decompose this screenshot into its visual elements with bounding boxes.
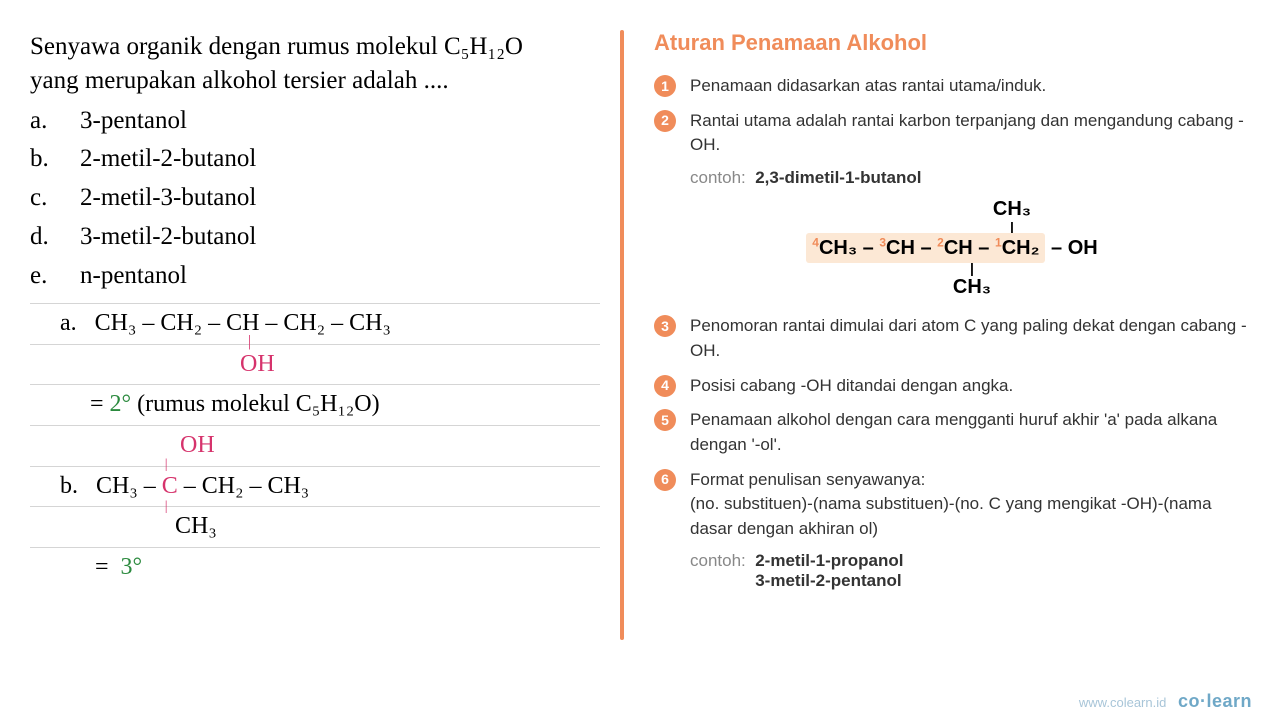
option-b: b.2-metil-2-butanol bbox=[30, 140, 600, 179]
question-text: Senyawa organik dengan rumus molekul C₅H… bbox=[30, 30, 600, 98]
answer-options: a.3-pentanol b.2-metil-2-butanol c.2-met… bbox=[30, 102, 600, 296]
work-a-chain: a. CH₃ – CH₂ – CH – CH₂ – CH₃ bbox=[30, 304, 600, 345]
bullet-4: 4 bbox=[654, 375, 676, 397]
footer: www.colearn.id co·learn bbox=[1079, 691, 1252, 712]
bullet-1: 1 bbox=[654, 75, 676, 97]
rule-1: 1Penamaan didasarkan atas rantai utama/i… bbox=[654, 74, 1250, 99]
work-b-chain: b. CH₃ – |C| – CH₂ – CH₃ bbox=[30, 467, 600, 508]
rule-2: 2Rantai utama adalah rantai karbon terpa… bbox=[654, 109, 1250, 158]
bullet-6: 6 bbox=[654, 469, 676, 491]
question-line1: Senyawa organik dengan rumus molekul C₅H… bbox=[30, 33, 523, 60]
option-d: d.3-metil-2-butanol bbox=[30, 218, 600, 257]
work-a-oh: |OH bbox=[30, 345, 600, 386]
rule-5: 5Penamaan alkohol dengan cara mengganti … bbox=[654, 408, 1250, 457]
rules-title: Aturan Penamaan Alkohol bbox=[654, 30, 1250, 56]
footer-url: www.colearn.id bbox=[1079, 695, 1166, 710]
worked-solution: a. CH₃ – CH₂ – CH – CH₂ – CH₃ |OH = 2° (… bbox=[30, 304, 600, 587]
example1: contoh: 2,3-dimetil-1-butanol bbox=[654, 168, 1250, 188]
rule-4: 4Posisi cabang -OH ditandai dengan angka… bbox=[654, 374, 1250, 399]
work-b-result: = 3° bbox=[30, 548, 600, 588]
highlighted-chain: 4CH₃ – 3CH – 2CH – 1CH₂ bbox=[806, 233, 1045, 263]
chemistry-formula: CH₃ | 4CH₃ – 3CH – 2CH – 1CH₂ – OH | CH₃ bbox=[654, 196, 1250, 300]
option-a: a.3-pentanol bbox=[30, 102, 600, 141]
option-c: c.2-metil-3-butanol bbox=[30, 179, 600, 218]
option-e: e.n-pentanol bbox=[30, 257, 600, 296]
example2: contoh: 2-metil-1-propanol contoh: 3-met… bbox=[654, 551, 1250, 591]
work-b-ch3: CH₃ bbox=[30, 507, 600, 548]
bullet-5: 5 bbox=[654, 409, 676, 431]
bullet-2: 2 bbox=[654, 110, 676, 132]
question-line2: yang merupakan alkohol tersier adalah ..… bbox=[30, 67, 449, 94]
rule-6: 6Format penulisan senyawanya: (no. subst… bbox=[654, 468, 1250, 542]
bullet-3: 3 bbox=[654, 315, 676, 337]
footer-brand: co·learn bbox=[1178, 691, 1252, 711]
work-b-oh: OH bbox=[30, 426, 600, 467]
work-a-result: = 2° (rumus molekul C₅H₁₂O) bbox=[30, 385, 600, 426]
right-panel: Aturan Penamaan Alkohol 1Penamaan didasa… bbox=[624, 0, 1280, 680]
rule-3: 3Penomoran rantai dimulai dari atom C ya… bbox=[654, 314, 1250, 363]
left-panel: Senyawa organik dengan rumus molekul C₅H… bbox=[0, 0, 620, 680]
